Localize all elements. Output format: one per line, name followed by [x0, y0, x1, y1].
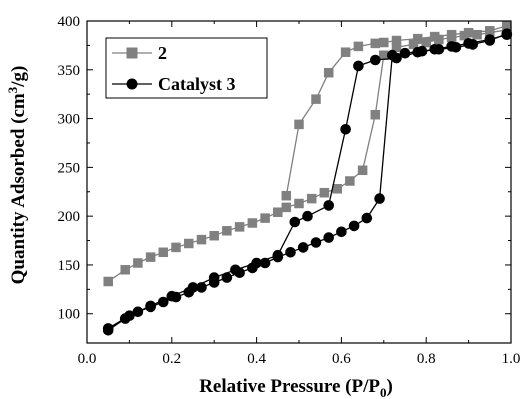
point-2-adsorption	[184, 238, 194, 249]
point-2-adsorption	[357, 165, 368, 176]
point-2-desorption	[370, 38, 381, 49]
point-2-adsorption	[306, 193, 317, 204]
point-catalyst-3-adsorption	[285, 247, 296, 258]
point-catalyst-3-adsorption	[158, 296, 169, 308]
point-2-adsorption	[319, 187, 330, 198]
point-2-adsorption	[209, 230, 219, 241]
y-tick-label: 250	[58, 160, 81, 176]
x-tick-label: 0.6	[332, 351, 351, 367]
legend-marker-catalyst-3	[126, 78, 138, 90]
point-2-desorption	[281, 190, 292, 201]
point-catalyst-3-desorption	[353, 60, 364, 72]
point-2-adsorption	[145, 252, 156, 262]
point-catalyst-3-adsorption	[336, 226, 347, 238]
point-2-adsorption	[260, 213, 270, 223]
point-catalyst-3-desorption	[187, 282, 199, 293]
y-tick-label: 350	[58, 63, 81, 79]
point-2-desorption	[294, 119, 304, 130]
point-2-desorption	[429, 31, 440, 42]
point-catalyst-3-adsorption	[323, 232, 335, 243]
point-2-desorption	[446, 29, 457, 40]
y-tick-label: 400	[58, 14, 81, 30]
x-tick-label: 0.2	[162, 351, 181, 367]
x-axis-title: Relative Pressure (P/P0)	[199, 376, 393, 399]
legend-label-2: 2	[158, 43, 167, 63]
y-axis-title: Quantity Adsorbed (cm3/g)	[5, 66, 29, 285]
point-catalyst-3-adsorption	[196, 282, 207, 293]
point-catalyst-3-adsorption	[310, 237, 322, 248]
point-2-adsorption	[120, 265, 130, 275]
point-2-adsorption	[133, 258, 143, 268]
point-2-desorption	[485, 26, 495, 36]
point-2-adsorption	[345, 176, 355, 186]
point-catalyst-3-desorption	[463, 38, 474, 49]
x-tick-label: 0.8	[417, 351, 436, 367]
point-catalyst-3-desorption	[166, 290, 178, 302]
point-2-adsorption	[332, 184, 342, 194]
point-catalyst-3-desorption	[340, 124, 351, 135]
point-2-adsorption	[103, 276, 113, 287]
point-2-adsorption	[196, 234, 207, 245]
point-2-adsorption	[281, 202, 292, 213]
point-2-desorption	[463, 27, 474, 38]
point-catalyst-3-desorption	[484, 34, 496, 45]
point-catalyst-3-desorption	[302, 210, 313, 222]
point-2-desorption	[323, 67, 334, 78]
point-2-adsorption	[158, 247, 169, 258]
point-2-adsorption	[222, 226, 232, 236]
point-catalyst-3-adsorption	[361, 212, 373, 224]
point-catalyst-3-desorption	[429, 44, 441, 55]
point-catalyst-3-desorption	[323, 200, 335, 211]
point-2-desorption	[311, 94, 321, 104]
legend: 2 Catalyst 3	[105, 37, 268, 99]
point-2-desorption	[379, 37, 389, 48]
point-2-desorption	[391, 35, 402, 46]
point-2-adsorption	[472, 29, 482, 40]
legend-label-catalyst-3: Catalyst 3	[158, 74, 236, 94]
point-2-desorption	[340, 47, 351, 57]
point-catalyst-3-desorption	[412, 46, 424, 58]
point-catalyst-3-desorption	[230, 264, 241, 276]
point-catalyst-3-desorption	[102, 323, 114, 334]
y-tick-label: 300	[58, 112, 81, 128]
x-tick-label: 0.0	[78, 351, 97, 367]
point-2-adsorption	[247, 218, 258, 228]
point-2-adsorption	[370, 109, 381, 120]
point-2-adsorption	[171, 242, 181, 253]
point-catalyst-3-adsorption	[221, 272, 233, 283]
point-2-adsorption	[273, 207, 283, 217]
legend-marker-2	[126, 47, 138, 59]
y-tick-label: 100	[58, 307, 81, 323]
point-catalyst-3-desorption	[391, 52, 402, 64]
axes: 0.0 0.2 0.4 0.6 0.8 1.0 100 150 200 250 300 350 400	[58, 14, 521, 367]
point-catalyst-3-desorption	[370, 54, 381, 66]
x-tick-label: 0.4	[247, 351, 266, 367]
point-catalyst-3-adsorption	[132, 306, 144, 318]
point-catalyst-3-desorption	[289, 216, 301, 228]
point-catalyst-3-desorption	[124, 310, 135, 322]
point-2-adsorption	[294, 198, 304, 209]
point-catalyst-3-desorption	[501, 29, 513, 40]
point-catalyst-3-desorption	[208, 272, 220, 283]
y-tick-label: 150	[58, 258, 81, 274]
point-2-desorption	[412, 33, 423, 44]
point-2-adsorption	[421, 37, 431, 48]
x-tick-label: 1.0	[502, 351, 521, 367]
point-catalyst-3-desorption	[145, 300, 156, 312]
point-2-desorption	[353, 41, 364, 52]
point-catalyst-3-adsorption	[374, 193, 385, 204]
point-catalyst-3-desorption	[251, 257, 262, 269]
point-catalyst-3-desorption	[446, 41, 457, 52]
plot-area	[102, 21, 513, 336]
point-catalyst-3-adsorption	[297, 242, 309, 253]
point-catalyst-3-adsorption	[348, 220, 360, 232]
point-2-adsorption	[234, 222, 245, 232]
y-tick-label: 200	[58, 209, 81, 225]
point-catalyst-3-adsorption	[399, 47, 411, 59]
point-catalyst-3-adsorption	[259, 257, 271, 269]
point-catalyst-3-desorption	[272, 249, 284, 261]
